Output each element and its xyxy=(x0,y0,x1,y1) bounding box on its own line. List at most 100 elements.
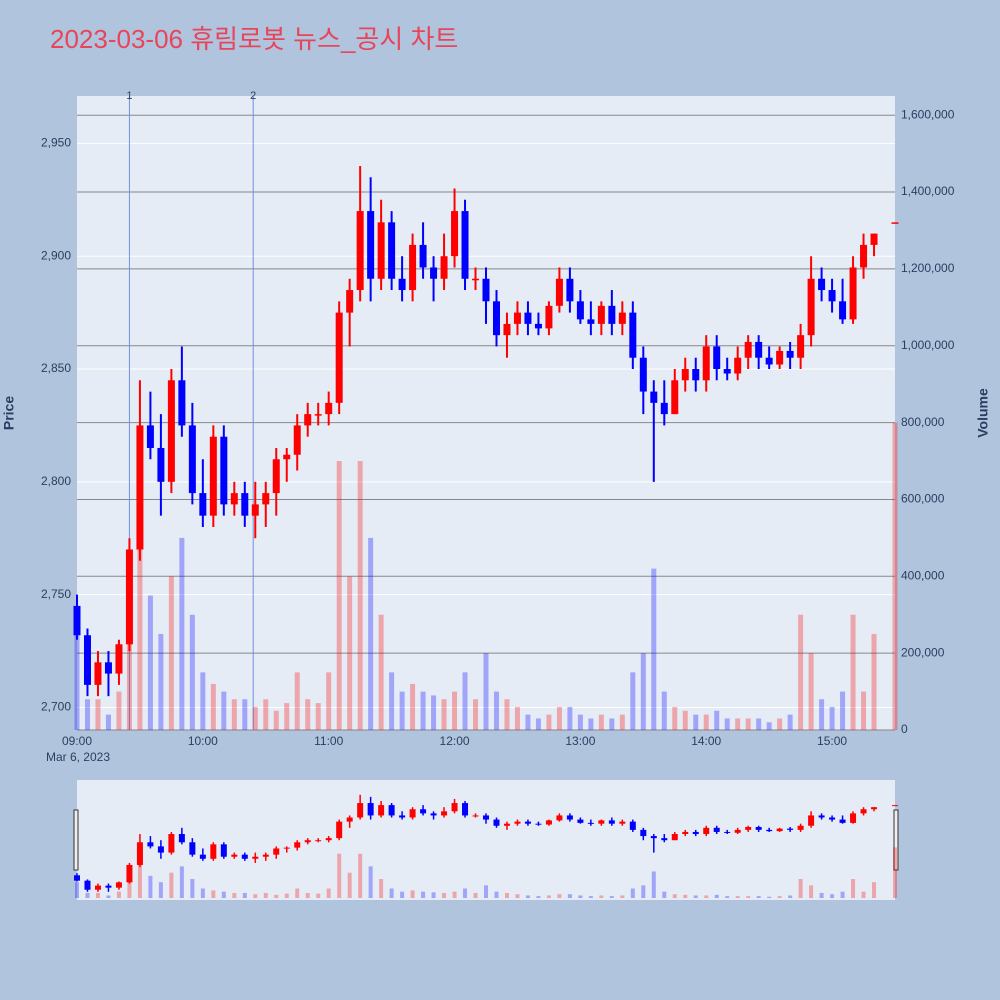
slider-candle-body xyxy=(199,854,206,859)
slider-volume-bar xyxy=(578,895,583,898)
candle-body xyxy=(723,369,731,374)
candle-body xyxy=(545,305,553,329)
slider-volume-bar xyxy=(116,891,121,898)
slider-handle[interactable] xyxy=(73,809,79,871)
slider-volume-bar xyxy=(442,892,447,898)
volume-bar xyxy=(231,699,237,730)
slider-volume-bar xyxy=(840,891,845,898)
candle-body xyxy=(650,391,658,403)
y2-tick-label: 600,000 xyxy=(901,492,945,506)
y2-tick-label: 1,000,000 xyxy=(901,338,955,352)
candle-body xyxy=(94,662,102,685)
slider-candle-body xyxy=(304,840,311,843)
candle-body xyxy=(304,414,312,426)
candle-body xyxy=(241,493,249,516)
slider-volume-bar xyxy=(515,894,520,898)
slider-volume-bar xyxy=(410,890,415,898)
slider-volume-bar xyxy=(127,879,132,898)
volume-bar xyxy=(137,499,143,730)
y-tick-label: 2,900 xyxy=(41,248,71,262)
slider-candle-body xyxy=(231,854,238,857)
volume-bar xyxy=(452,691,458,730)
slider-volume-bar xyxy=(75,882,79,898)
slider-candle-body xyxy=(734,829,741,833)
candle-body xyxy=(755,341,763,358)
volume-bar xyxy=(493,691,499,730)
slider-candle-body xyxy=(713,827,720,832)
volume-bar xyxy=(336,461,342,730)
slider-candle-body xyxy=(661,838,668,841)
volume-bar xyxy=(389,672,395,730)
candle-body xyxy=(293,425,301,455)
volume-bar xyxy=(829,706,835,730)
slider-handle[interactable] xyxy=(893,809,899,871)
slider-volume-bar xyxy=(295,888,300,898)
slider-candle-body xyxy=(577,819,584,823)
candle-body xyxy=(209,436,217,516)
volume-bar xyxy=(305,699,311,730)
volume-bar xyxy=(179,537,185,730)
slider-candle-body xyxy=(682,831,689,835)
y2-tick-label: 200,000 xyxy=(901,645,945,659)
candle-body xyxy=(451,211,459,257)
candle-body xyxy=(692,369,700,381)
volume-bar xyxy=(158,633,164,730)
volume-bar xyxy=(535,718,541,730)
y-tick-label: 2,750 xyxy=(41,587,71,601)
slider-volume-bar xyxy=(169,872,174,898)
slider-candle-body xyxy=(367,803,374,816)
slider-volume-bar xyxy=(316,893,321,898)
slider-candle-body xyxy=(115,882,122,888)
slider-candle-body xyxy=(787,828,794,830)
slider-candle-body xyxy=(745,826,752,830)
candle-body xyxy=(73,605,81,636)
candle-body xyxy=(671,380,679,415)
volume-bar xyxy=(273,710,279,730)
volume-bar xyxy=(640,653,646,730)
volume-bar xyxy=(840,691,846,730)
slider-candle-body xyxy=(766,829,773,832)
slider-volume-bar xyxy=(872,882,877,898)
slider-candle-body xyxy=(535,823,542,825)
slider-candle-body xyxy=(755,826,762,830)
slider-volume-bar xyxy=(893,847,897,898)
slider-volume-bar xyxy=(494,891,499,898)
candle-body xyxy=(283,454,291,460)
slider-candle-body xyxy=(325,838,332,841)
volume-bar xyxy=(766,722,772,730)
volume-bar xyxy=(473,699,479,730)
slider-candle-body xyxy=(441,811,448,816)
candle-body xyxy=(608,305,616,324)
volume-bar xyxy=(168,576,174,730)
slider-candle-body xyxy=(409,809,416,818)
slider-volume-bar xyxy=(232,892,237,898)
slider-volume-bar xyxy=(725,896,730,898)
volume-bar xyxy=(556,706,562,730)
slider-volume-bar xyxy=(274,894,279,898)
volume-bar xyxy=(357,461,363,730)
candle-body xyxy=(167,380,175,482)
slider-volume-bar xyxy=(211,890,216,898)
candle-body xyxy=(629,312,637,358)
slider-volume-bar xyxy=(431,892,436,898)
volume-bar xyxy=(410,683,416,730)
slider-candle-body xyxy=(189,842,196,855)
slider-volume-bar xyxy=(389,888,394,898)
slider-volume-bar xyxy=(861,891,866,898)
slider-candle-body xyxy=(808,815,815,826)
slider-candle-body xyxy=(136,842,143,865)
volume-bar xyxy=(819,699,825,730)
volume-bar xyxy=(368,537,374,730)
candle-body xyxy=(839,301,847,320)
slider-volume-bar xyxy=(200,888,205,898)
slider-candle-body xyxy=(346,817,353,822)
annotation-label: 2 xyxy=(250,90,256,102)
candle-body xyxy=(230,493,238,505)
slider-volume-bar xyxy=(158,882,163,898)
slider-candle-body xyxy=(388,805,395,816)
volume-bar xyxy=(242,699,248,730)
volume-bar xyxy=(462,672,468,730)
slider-volume-bar xyxy=(137,860,142,898)
volume-bar xyxy=(441,699,447,730)
y-tick-label: 2,700 xyxy=(41,700,71,714)
